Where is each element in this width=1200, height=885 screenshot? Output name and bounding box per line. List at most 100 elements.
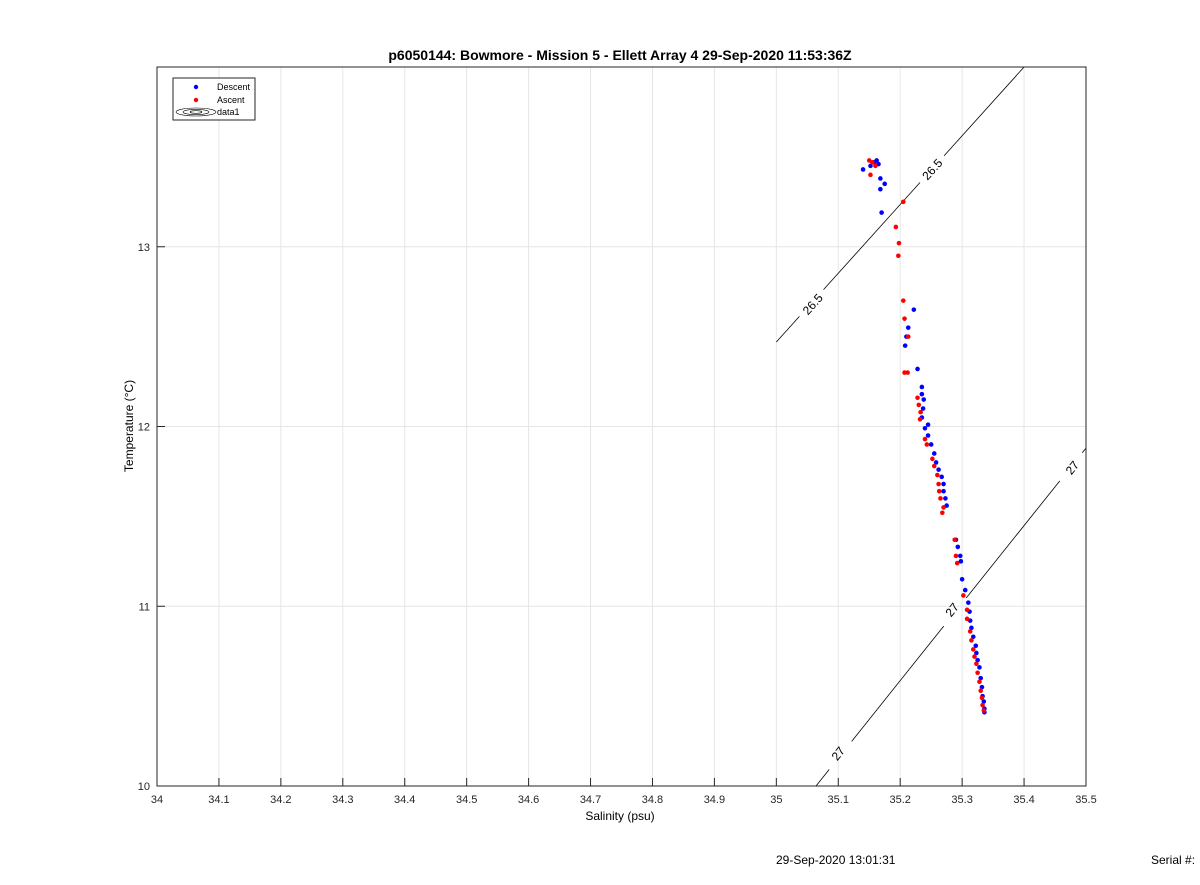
isopycnal-label: 27 — [1063, 458, 1082, 477]
descent-point — [957, 553, 963, 559]
isopycnal-line — [1081, 447, 1087, 453]
descent-point — [878, 186, 883, 192]
chart-title: p6050144: Bowmore - Mission 5 - Ellett A… — [388, 47, 852, 63]
descent-point — [928, 442, 934, 447]
x-tick-label: 35.5 — [1075, 794, 1096, 806]
descent-point — [969, 625, 974, 631]
ascent-point — [967, 629, 973, 634]
ascent-point — [964, 616, 970, 622]
ascent-point — [931, 463, 937, 469]
legend-ascent-marker — [193, 97, 199, 103]
ascent-point — [905, 370, 910, 375]
descent-point — [981, 699, 987, 704]
descent-point — [921, 397, 927, 402]
ascent-point — [935, 472, 940, 478]
y-tick-label: 12 — [138, 422, 150, 434]
ascent-point — [941, 505, 946, 510]
legend-data1-label: data1 — [217, 107, 240, 117]
x-axis-label: Salinity (psu) — [585, 809, 654, 823]
descent-point — [958, 559, 964, 564]
ascent-point — [972, 654, 977, 659]
descent-point — [919, 391, 925, 397]
x-tick-label: 34.1 — [208, 794, 229, 806]
legend-descent-label: Descent — [217, 82, 251, 92]
ascent-point — [953, 553, 959, 559]
descent-point — [911, 307, 917, 312]
y-tick-label: 13 — [138, 242, 150, 254]
ascent-point — [981, 708, 987, 713]
ascent-point — [922, 436, 928, 442]
descent-point — [936, 467, 941, 472]
ascent-point — [896, 253, 901, 259]
descent-point — [879, 210, 884, 215]
ascent-point — [975, 670, 980, 676]
isopycnal-line — [943, 66, 1025, 157]
ascent-point — [936, 488, 942, 494]
x-tick-label: 34 — [151, 794, 163, 806]
descent-point — [973, 643, 979, 649]
descent-point — [970, 634, 976, 640]
ascent-point — [980, 702, 985, 708]
x-tick-label: 35.2 — [889, 794, 910, 806]
descent-point — [941, 481, 946, 487]
grid-lines — [156, 67, 1087, 787]
y-tick-label: 10 — [138, 781, 150, 793]
ascent-point — [930, 456, 935, 462]
x-tick-label: 35.1 — [828, 794, 849, 806]
x-tick-label: 34.3 — [332, 794, 353, 806]
descent-point — [939, 474, 944, 480]
legend-contour-icon — [175, 107, 217, 117]
descent-point — [860, 167, 866, 172]
legend-ascent-label: Ascent — [217, 95, 245, 105]
descent-point — [955, 544, 961, 550]
descent-point — [966, 600, 971, 605]
ascent-point — [902, 316, 907, 321]
isopycnal-line — [965, 480, 1061, 599]
ascent-point — [918, 409, 923, 415]
ascent-point — [964, 607, 970, 613]
descent-point — [925, 433, 931, 438]
x-tick-label: 34.9 — [704, 794, 725, 806]
ascent-point — [873, 163, 878, 169]
x-tick-label: 35.3 — [951, 794, 972, 806]
footer-timestamp: 29-Sep-2020 13:01:31 — [776, 853, 896, 867]
data-points — [860, 158, 987, 715]
isopycnal-label: 27 — [829, 744, 848, 763]
isopycnal-line — [776, 316, 800, 343]
ascent-point — [952, 537, 958, 543]
ascent-point — [870, 159, 875, 165]
x-tick-label: 34.2 — [270, 794, 291, 806]
descent-point — [874, 158, 879, 163]
y-axis-label: Temperature (°C) — [122, 380, 136, 472]
ascent-point — [936, 481, 941, 487]
descent-point — [979, 684, 985, 690]
descent-point — [975, 657, 980, 663]
ascent-point — [974, 661, 979, 667]
descent-point — [915, 366, 920, 372]
ascent-point — [938, 496, 943, 501]
ascent-point — [915, 395, 920, 401]
descent-point — [962, 587, 968, 593]
ascent-point — [977, 679, 982, 685]
x-tick-label: 34.6 — [518, 794, 539, 806]
descent-point — [905, 325, 911, 330]
ascent-point — [970, 647, 976, 652]
ascent-point — [940, 510, 945, 516]
descent-point — [941, 488, 946, 494]
descent-point — [933, 460, 939, 465]
ascent-point — [916, 402, 922, 408]
descent-point — [922, 425, 928, 431]
descent-point — [920, 406, 926, 411]
x-tick-label: 35 — [770, 794, 782, 806]
isopycnal-line — [815, 769, 830, 787]
isopycnal-line — [851, 625, 945, 742]
ascent-point — [954, 560, 960, 566]
x-tick-label: 34.7 — [580, 794, 601, 806]
ascent-point — [978, 688, 984, 694]
descent-point — [943, 496, 948, 501]
legend: Descent Ascent data1 — [172, 77, 256, 121]
axis-ticks: 34 34.1 34.2 34.3 34.4 34.5 34.6 34.7 34.8 34.9 35… — [138, 242, 1097, 806]
ascent-point — [979, 695, 985, 701]
ascent-point — [896, 240, 902, 246]
descent-point — [978, 675, 984, 681]
